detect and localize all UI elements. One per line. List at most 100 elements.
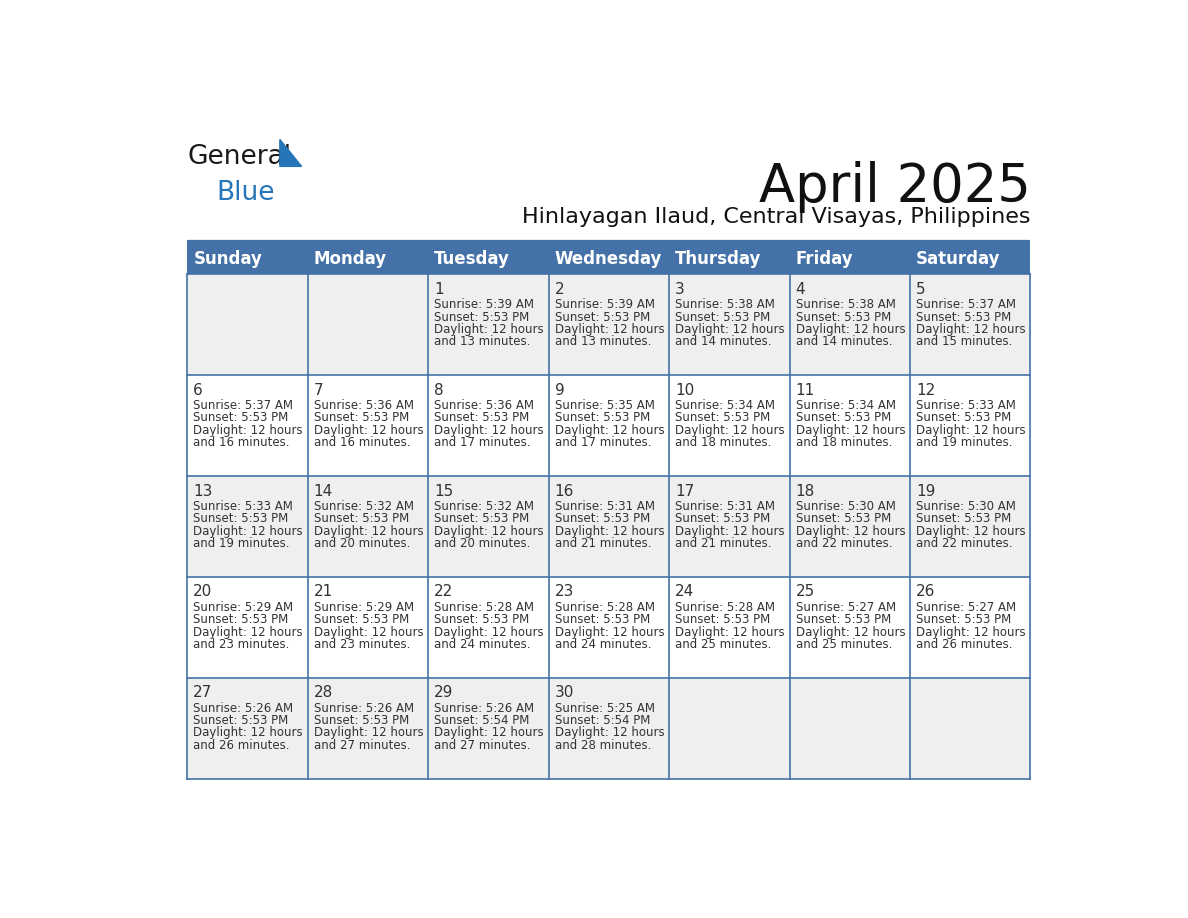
Text: 16: 16 <box>555 484 574 498</box>
Text: 28: 28 <box>314 686 333 700</box>
Text: Sunrise: 5:26 AM: Sunrise: 5:26 AM <box>434 701 535 714</box>
Text: 8: 8 <box>434 383 444 397</box>
Text: Sunrise: 5:31 AM: Sunrise: 5:31 AM <box>555 499 655 513</box>
Text: Sunrise: 5:37 AM: Sunrise: 5:37 AM <box>916 298 1016 311</box>
Text: 3: 3 <box>675 282 684 297</box>
Text: Daylight: 12 hours: Daylight: 12 hours <box>194 525 303 538</box>
Text: Sunset: 5:53 PM: Sunset: 5:53 PM <box>194 512 289 525</box>
Text: Sunset: 5:53 PM: Sunset: 5:53 PM <box>434 411 530 424</box>
Text: Sunset: 5:53 PM: Sunset: 5:53 PM <box>675 411 770 424</box>
Text: Daylight: 12 hours: Daylight: 12 hours <box>314 726 423 740</box>
Text: Sunset: 5:53 PM: Sunset: 5:53 PM <box>314 411 409 424</box>
Text: General: General <box>188 144 291 170</box>
Text: Sunrise: 5:33 AM: Sunrise: 5:33 AM <box>194 499 293 513</box>
Text: Daylight: 12 hours: Daylight: 12 hours <box>194 726 303 740</box>
Text: and 27 minutes.: and 27 minutes. <box>314 739 410 752</box>
Text: and 21 minutes.: and 21 minutes. <box>555 537 651 550</box>
Text: 12: 12 <box>916 383 935 397</box>
Text: 4: 4 <box>796 282 805 297</box>
Text: Sunset: 5:53 PM: Sunset: 5:53 PM <box>916 411 1011 424</box>
Text: Hinlayagan Ilaud, Central Visayas, Philippines: Hinlayagan Ilaud, Central Visayas, Phili… <box>522 207 1030 227</box>
Text: Sunrise: 5:27 AM: Sunrise: 5:27 AM <box>916 600 1016 613</box>
Text: Sunrise: 5:35 AM: Sunrise: 5:35 AM <box>555 399 655 412</box>
Text: Daylight: 12 hours: Daylight: 12 hours <box>675 323 785 336</box>
Text: Daylight: 12 hours: Daylight: 12 hours <box>675 424 785 437</box>
Text: Daylight: 12 hours: Daylight: 12 hours <box>434 525 544 538</box>
Bar <box>188 274 1030 375</box>
Text: Sunset: 5:53 PM: Sunset: 5:53 PM <box>796 310 891 323</box>
Text: 26: 26 <box>916 585 935 599</box>
Text: and 26 minutes.: and 26 minutes. <box>194 739 290 752</box>
Text: Daylight: 12 hours: Daylight: 12 hours <box>194 424 303 437</box>
Text: 21: 21 <box>314 585 333 599</box>
Text: Daylight: 12 hours: Daylight: 12 hours <box>796 424 905 437</box>
Text: Daylight: 12 hours: Daylight: 12 hours <box>916 424 1025 437</box>
Text: Daylight: 12 hours: Daylight: 12 hours <box>434 726 544 740</box>
Text: 19: 19 <box>916 484 935 498</box>
Text: 30: 30 <box>555 686 574 700</box>
Text: 27: 27 <box>194 686 213 700</box>
Text: and 19 minutes.: and 19 minutes. <box>194 537 290 550</box>
Text: Sunset: 5:53 PM: Sunset: 5:53 PM <box>916 613 1011 626</box>
Text: 14: 14 <box>314 484 333 498</box>
Text: 20: 20 <box>194 585 213 599</box>
Text: Sunrise: 5:30 AM: Sunrise: 5:30 AM <box>796 499 896 513</box>
Text: Daylight: 12 hours: Daylight: 12 hours <box>434 424 544 437</box>
Text: and 15 minutes.: and 15 minutes. <box>916 335 1012 349</box>
Text: Sunrise: 5:36 AM: Sunrise: 5:36 AM <box>434 399 535 412</box>
Text: and 13 minutes.: and 13 minutes. <box>434 335 531 349</box>
Text: Sunset: 5:53 PM: Sunset: 5:53 PM <box>434 512 530 525</box>
Text: Sunrise: 5:27 AM: Sunrise: 5:27 AM <box>796 600 896 613</box>
Text: 5: 5 <box>916 282 925 297</box>
Text: Sunrise: 5:28 AM: Sunrise: 5:28 AM <box>675 600 775 613</box>
Text: Daylight: 12 hours: Daylight: 12 hours <box>555 323 664 336</box>
Text: Daylight: 12 hours: Daylight: 12 hours <box>796 525 905 538</box>
Text: Sunday: Sunday <box>194 250 263 268</box>
Text: and 17 minutes.: and 17 minutes. <box>434 436 531 449</box>
Text: Sunset: 5:53 PM: Sunset: 5:53 PM <box>314 714 409 727</box>
Text: 18: 18 <box>796 484 815 498</box>
Text: and 14 minutes.: and 14 minutes. <box>796 335 892 349</box>
Text: Sunset: 5:53 PM: Sunset: 5:53 PM <box>675 512 770 525</box>
Text: and 25 minutes.: and 25 minutes. <box>675 638 771 651</box>
Text: and 18 minutes.: and 18 minutes. <box>675 436 771 449</box>
Text: and 24 minutes.: and 24 minutes. <box>434 638 531 651</box>
Text: Sunset: 5:53 PM: Sunset: 5:53 PM <box>796 411 891 424</box>
Text: and 27 minutes.: and 27 minutes. <box>434 739 531 752</box>
Text: Daylight: 12 hours: Daylight: 12 hours <box>916 625 1025 639</box>
Text: and 16 minutes.: and 16 minutes. <box>314 436 410 449</box>
Text: Sunset: 5:53 PM: Sunset: 5:53 PM <box>555 512 650 525</box>
Text: and 20 minutes.: and 20 minutes. <box>314 537 410 550</box>
Text: Sunrise: 5:26 AM: Sunrise: 5:26 AM <box>314 701 413 714</box>
Text: and 14 minutes.: and 14 minutes. <box>675 335 771 349</box>
Text: Saturday: Saturday <box>916 250 1000 268</box>
Text: Sunset: 5:53 PM: Sunset: 5:53 PM <box>916 512 1011 525</box>
Text: Sunrise: 5:38 AM: Sunrise: 5:38 AM <box>796 298 896 311</box>
Text: 7: 7 <box>314 383 323 397</box>
Text: Thursday: Thursday <box>675 250 762 268</box>
Text: 10: 10 <box>675 383 694 397</box>
Text: and 28 minutes.: and 28 minutes. <box>555 739 651 752</box>
Text: Sunset: 5:53 PM: Sunset: 5:53 PM <box>194 411 289 424</box>
Text: Daylight: 12 hours: Daylight: 12 hours <box>314 525 423 538</box>
Text: Sunset: 5:53 PM: Sunset: 5:53 PM <box>675 310 770 323</box>
Text: and 21 minutes.: and 21 minutes. <box>675 537 771 550</box>
Text: 1: 1 <box>434 282 444 297</box>
Bar <box>188 677 1030 778</box>
Text: Sunrise: 5:32 AM: Sunrise: 5:32 AM <box>434 499 535 513</box>
Bar <box>188 243 1030 274</box>
Text: 17: 17 <box>675 484 694 498</box>
Text: Sunset: 5:53 PM: Sunset: 5:53 PM <box>555 310 650 323</box>
Text: and 18 minutes.: and 18 minutes. <box>796 436 892 449</box>
Text: and 20 minutes.: and 20 minutes. <box>434 537 531 550</box>
Text: 24: 24 <box>675 585 694 599</box>
Text: Sunset: 5:53 PM: Sunset: 5:53 PM <box>434 310 530 323</box>
Text: Sunset: 5:54 PM: Sunset: 5:54 PM <box>555 714 650 727</box>
Text: Sunset: 5:53 PM: Sunset: 5:53 PM <box>194 714 289 727</box>
Polygon shape <box>280 140 302 166</box>
Text: 29: 29 <box>434 686 454 700</box>
Text: Sunrise: 5:28 AM: Sunrise: 5:28 AM <box>434 600 535 613</box>
Text: 15: 15 <box>434 484 454 498</box>
Text: Sunset: 5:53 PM: Sunset: 5:53 PM <box>194 613 289 626</box>
Text: Sunrise: 5:29 AM: Sunrise: 5:29 AM <box>194 600 293 613</box>
